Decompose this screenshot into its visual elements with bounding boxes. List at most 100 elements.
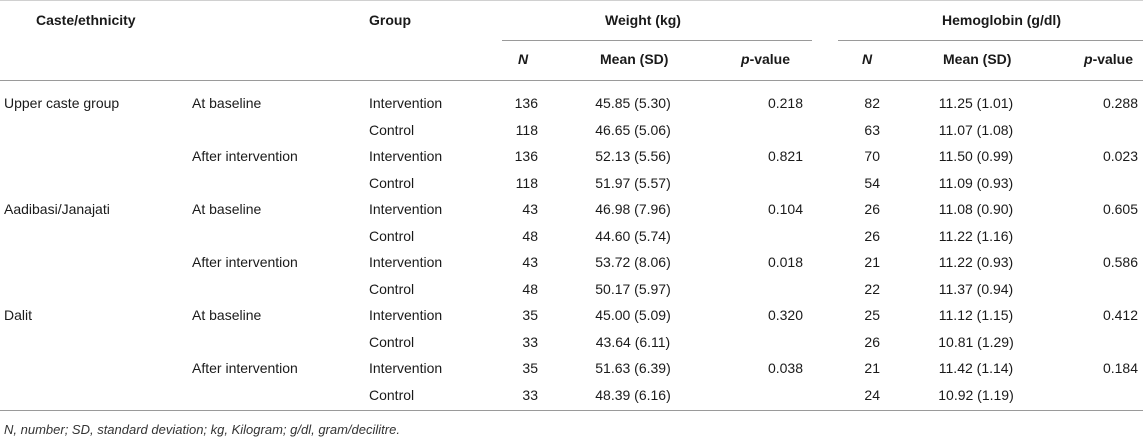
hemoglobin-header-rule xyxy=(838,40,1143,41)
cell-weight-p: 0.104 xyxy=(767,201,803,217)
cell-weight-mean: 44.60 (5.74) xyxy=(595,227,671,244)
cell-weight-n: 43 xyxy=(522,201,538,217)
cell-hemo-p: 0.412 xyxy=(1102,307,1138,323)
cell-hemo-p: 0.184 xyxy=(1102,360,1138,376)
cell-hemo-mean: 11.09 (0.93) xyxy=(938,174,1014,191)
cell-caste: Aadibasi/Janajati xyxy=(4,201,110,217)
cell-weight-n: 136 xyxy=(514,148,538,164)
cell-hemo-mean: 11.25 (1.01) xyxy=(938,95,1014,111)
cell-hemo-n: 22 xyxy=(864,280,880,297)
cell-hemo-n: 26 xyxy=(864,227,880,244)
top-rule xyxy=(0,0,1143,1)
cell-weight-mean: 52.13 (5.56) xyxy=(595,148,671,164)
cell-group: Intervention xyxy=(369,307,443,323)
cell-time: After intervention xyxy=(192,254,298,270)
cell-weight-mean: 45.00 (5.09) xyxy=(595,307,671,323)
cell-weight-n: 35 xyxy=(522,360,538,376)
header-weight-n: N xyxy=(518,51,529,67)
cell-hemo-mean: 10.81 (1.29) xyxy=(938,333,1014,350)
cell-hemo-n: 70 xyxy=(864,148,880,164)
header-hemo-mean: Mean (SD) xyxy=(943,51,1012,67)
cell-hemo-p: 0.586 xyxy=(1102,254,1138,270)
cell-weight-n: 33 xyxy=(522,386,538,403)
cell-hemo-n: 26 xyxy=(864,201,880,217)
cell-group: Control xyxy=(369,386,415,403)
cell-group: Control xyxy=(369,280,415,297)
p-italic: p xyxy=(1084,51,1093,67)
header-caste: Caste/ethnicity xyxy=(36,12,136,28)
cell-weight-p: 0.018 xyxy=(767,254,803,270)
cell-caste: Upper caste group xyxy=(4,95,120,111)
cell-hemo-mean: 11.22 (0.93) xyxy=(938,254,1014,270)
cell-weight-n: 35 xyxy=(522,307,538,323)
footnote: N, number; SD, standard deviation; kg, K… xyxy=(4,422,400,437)
cell-hemo-n: 54 xyxy=(864,174,880,191)
cell-weight-n: 43 xyxy=(522,254,538,270)
cell-hemo-n: 26 xyxy=(864,333,880,350)
cell-weight-mean: 50.17 (5.97) xyxy=(595,280,671,297)
header-bottom-rule xyxy=(0,80,1143,81)
cell-group: Control xyxy=(369,174,415,191)
cell-hemo-mean: 11.22 (1.16) xyxy=(938,227,1014,244)
cell-hemo-n: 24 xyxy=(864,386,880,403)
cell-weight-p: 0.821 xyxy=(767,148,803,164)
cell-hemo-mean: 11.08 (0.90) xyxy=(938,201,1014,217)
cell-weight-mean: 46.65 (5.06) xyxy=(595,121,671,138)
cell-hemo-mean: 11.07 (1.08) xyxy=(938,121,1014,138)
cell-hemo-p: 0.288 xyxy=(1102,95,1138,111)
header-weight-mean: Mean (SD) xyxy=(600,51,669,67)
cell-time: At baseline xyxy=(192,95,262,111)
cell-hemo-mean: 11.42 (1.14) xyxy=(938,360,1014,376)
cell-weight-n: 118 xyxy=(515,121,538,138)
p-italic: p xyxy=(741,51,750,67)
table-bottom-rule xyxy=(0,410,1143,411)
cell-time: After intervention xyxy=(192,148,298,164)
p-rest: -value xyxy=(1092,51,1134,67)
cell-hemo-n: 63 xyxy=(864,121,880,138)
cell-hemo-n: 21 xyxy=(864,254,880,270)
cell-weight-p: 0.218 xyxy=(767,95,803,111)
header-weight-pvalue: p-value xyxy=(741,51,790,67)
cell-weight-n: 48 xyxy=(522,280,538,297)
cell-weight-mean: 45.85 (5.30) xyxy=(595,95,671,111)
cell-time: After intervention xyxy=(192,360,298,376)
header-hemo-n: N xyxy=(862,51,873,67)
cell-weight-mean: 53.72 (8.06) xyxy=(595,254,671,270)
cell-hemo-mean: 11.12 (1.15) xyxy=(938,307,1014,323)
cell-group: Intervention xyxy=(369,95,443,111)
cell-hemo-p: 0.023 xyxy=(1102,148,1138,164)
cell-weight-mean: 46.98 (7.96) xyxy=(595,201,671,217)
cell-time: At baseline xyxy=(192,307,262,323)
header-group: Group xyxy=(369,12,411,28)
header-hemo-pvalue: p-value xyxy=(1084,51,1133,67)
cell-group: Control xyxy=(369,121,415,138)
cell-hemo-n: 25 xyxy=(864,307,880,323)
cell-weight-mean: 51.97 (5.57) xyxy=(595,174,671,191)
cell-group: Control xyxy=(369,333,415,350)
weight-header-rule xyxy=(502,40,812,41)
cell-weight-n: 33 xyxy=(522,333,538,350)
cell-weight-n: 48 xyxy=(522,227,538,244)
cell-hemo-mean: 11.37 (0.94) xyxy=(938,280,1014,297)
cell-weight-p: 0.320 xyxy=(767,307,803,323)
header-hemoglobin: Hemoglobin (g/dl) xyxy=(942,12,1061,28)
cell-time: At baseline xyxy=(192,201,262,217)
cell-weight-n: 118 xyxy=(515,174,538,191)
cell-hemo-mean: 10.92 (1.19) xyxy=(938,386,1014,403)
cell-group: Intervention xyxy=(369,201,443,217)
cell-hemo-p: 0.605 xyxy=(1102,201,1138,217)
cell-group: Intervention xyxy=(369,254,443,270)
header-weight: Weight (kg) xyxy=(605,12,681,28)
cell-hemo-n: 82 xyxy=(864,95,880,111)
cell-group: Control xyxy=(369,227,415,244)
p-rest: -value xyxy=(749,51,791,67)
cell-group: Intervention xyxy=(369,360,443,376)
cell-weight-mean: 43.64 (6.11) xyxy=(595,333,671,350)
cell-hemo-mean: 11.50 (0.99) xyxy=(938,148,1014,164)
cell-weight-p: 0.038 xyxy=(767,360,803,376)
cell-hemo-n: 21 xyxy=(864,360,880,376)
cell-weight-n: 136 xyxy=(514,95,538,111)
cell-weight-mean: 48.39 (6.16) xyxy=(595,386,671,403)
cell-group: Intervention xyxy=(369,148,443,164)
cell-weight-mean: 51.63 (6.39) xyxy=(595,360,671,376)
